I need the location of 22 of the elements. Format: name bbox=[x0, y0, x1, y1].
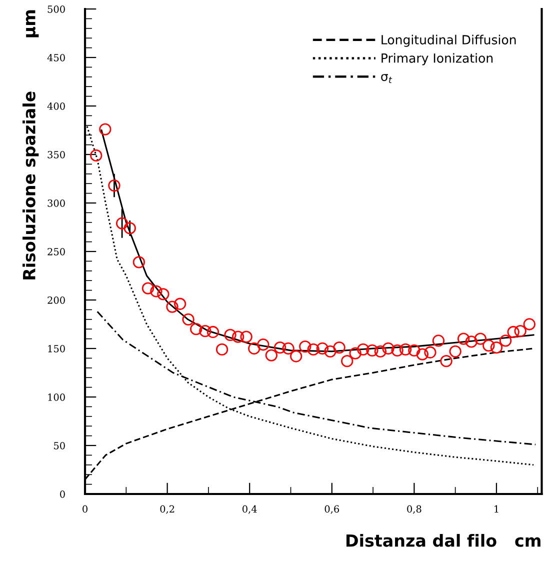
x-tick-label: 0,4 bbox=[242, 505, 257, 514]
legend-label: Primary Ionization bbox=[382, 53, 493, 66]
legend-label: Longitudinal Diffusion bbox=[382, 34, 516, 47]
x-tick-label: 1 bbox=[494, 505, 498, 512]
y-axis-title: Risoluzione spaziale µm bbox=[22, 10, 39, 280]
legend-label: σ$_{t}$ bbox=[381, 74, 392, 83]
x-tick-label: 0,6 bbox=[324, 505, 340, 514]
x-tick-label: 0,2 bbox=[160, 505, 174, 514]
y-tick-label: 50 bbox=[54, 442, 65, 450]
y-tick-label: 0 bbox=[60, 490, 65, 498]
y-tick-label: 400 bbox=[47, 102, 65, 110]
y-tick-label: 250 bbox=[48, 248, 65, 256]
y-tick-label: 350 bbox=[48, 150, 65, 158]
x-tick-label: 0,8 bbox=[407, 505, 422, 514]
x-axis-title: Distanza dal filo cm bbox=[346, 534, 540, 547]
y-tick-label: 500 bbox=[48, 5, 65, 13]
y-tick-label: 150 bbox=[48, 344, 65, 352]
y-tick-label: 300 bbox=[48, 199, 65, 207]
y-tick-label: 100 bbox=[48, 393, 65, 401]
y-tick-label: 450 bbox=[47, 54, 65, 62]
y-tick-label: 200 bbox=[48, 296, 65, 304]
x-tick-label: 0 bbox=[82, 505, 88, 513]
